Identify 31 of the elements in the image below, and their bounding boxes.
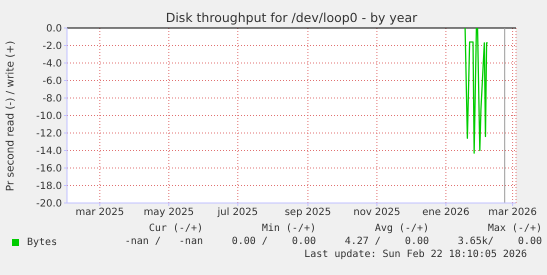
x-tick-label: ene 2026 xyxy=(422,207,470,218)
text: Min (-/+) xyxy=(260,223,316,236)
x-tick-label: may 2025 xyxy=(144,207,194,218)
x-tick-label: nov 2025 xyxy=(353,207,400,218)
text: Cur (-/+) xyxy=(148,223,203,236)
text: Avg (-/+) xyxy=(374,223,429,236)
x-tick-label: sep 2025 xyxy=(284,207,332,218)
y-tick-label: -12.0 xyxy=(36,128,62,140)
x-tick-label: mar 2025 xyxy=(75,207,124,218)
y-tick-label: -6.0 xyxy=(42,76,62,88)
y-tick-label: -10.0 xyxy=(36,111,62,122)
y-tick-label: -16.0 xyxy=(36,164,62,175)
y-tick-label: -14.0 xyxy=(36,146,62,158)
x-tick-label: mar 2026 xyxy=(488,207,537,218)
y-axis-title: Pr second read (-) / write (+) xyxy=(4,40,16,191)
text: Max (-/+) xyxy=(486,223,542,236)
y-tick-label: -20.0 xyxy=(36,198,62,210)
text: -nan / -nan xyxy=(124,236,203,249)
y-tick-label: 0.0 xyxy=(46,24,62,35)
x-tick-label: jul 2025 xyxy=(216,207,258,218)
y-tick-label: -2.0 xyxy=(42,41,62,52)
y-tick-label: -8.0 xyxy=(42,94,62,105)
line-series xyxy=(464,28,488,154)
text: Last update: Sun Feb 22 18:10:05 2026 xyxy=(303,249,528,262)
text: 4.27 / 0.00 xyxy=(344,236,429,249)
text: 0.00 / 0.00 xyxy=(230,236,316,249)
text: 3.65k/ 0.00 xyxy=(456,236,542,249)
y-tick-label: -18.0 xyxy=(36,181,62,192)
y-tick-label: -4.0 xyxy=(42,58,62,70)
legend-label: Bytes xyxy=(27,237,58,248)
chart-title: Disk throughput for /dev/loop0 - by year xyxy=(164,10,418,25)
